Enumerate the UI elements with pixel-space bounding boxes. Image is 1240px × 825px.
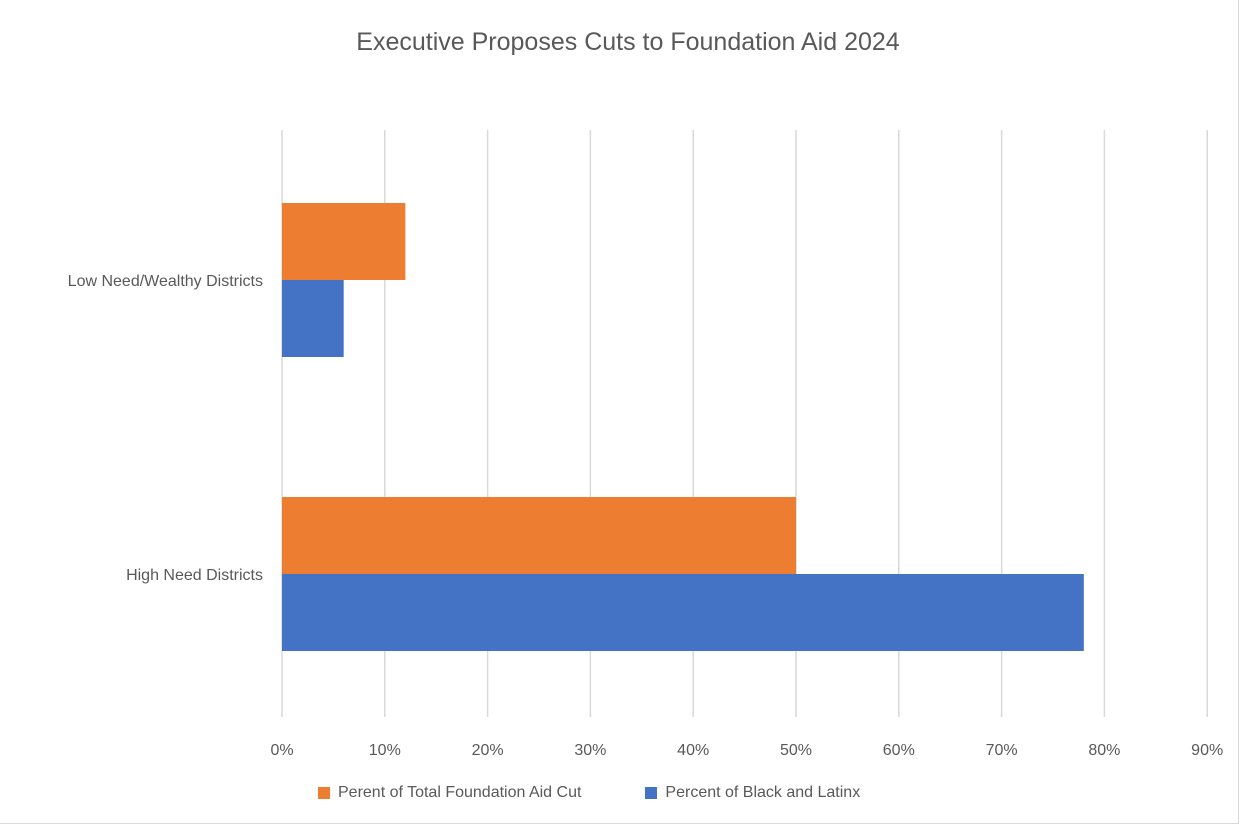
x-tick-label-40: 40% <box>677 742 709 759</box>
x-tick-label-20: 20% <box>472 742 504 759</box>
legend: Perent of Total Foundation Aid Cut Perce… <box>318 784 924 802</box>
x-tick-label-60: 60% <box>883 742 915 759</box>
x-tick-label-0: 0% <box>270 742 293 759</box>
legend-label-black-latinx: Percent of Black and Latinx <box>665 784 861 801</box>
bar-black-latinx-1 <box>282 574 1084 651</box>
x-tick-label-90: 90% <box>1191 742 1223 759</box>
y-category-label-1: High Need Districts <box>126 567 263 584</box>
legend-item-black-latinx: Percent of Black and Latinx <box>645 784 860 802</box>
bar-aid-cut-0 <box>282 203 406 280</box>
legend-swatch-black-latinx <box>645 787 658 799</box>
legend-label-aid-cut: Perent of Total Foundation Aid Cut <box>338 784 582 801</box>
legend-swatch-aid-cut <box>318 787 330 799</box>
y-category-label-0: Low Need/Wealthy Districts <box>68 273 263 290</box>
x-tick-label-80: 80% <box>1088 742 1120 759</box>
x-tick-label-50: 50% <box>780 742 812 759</box>
chart-title: Executive Proposes Cuts to Foundation Ai… <box>356 28 900 56</box>
bar-aid-cut-1 <box>282 497 796 574</box>
legend-item-aid-cut: Perent of Total Foundation Aid Cut <box>318 784 581 802</box>
x-tick-label-10: 10% <box>369 742 401 759</box>
bar-black-latinx-0 <box>282 280 344 357</box>
x-tick-label-70: 70% <box>986 742 1018 759</box>
x-tick-label-30: 30% <box>574 742 606 759</box>
